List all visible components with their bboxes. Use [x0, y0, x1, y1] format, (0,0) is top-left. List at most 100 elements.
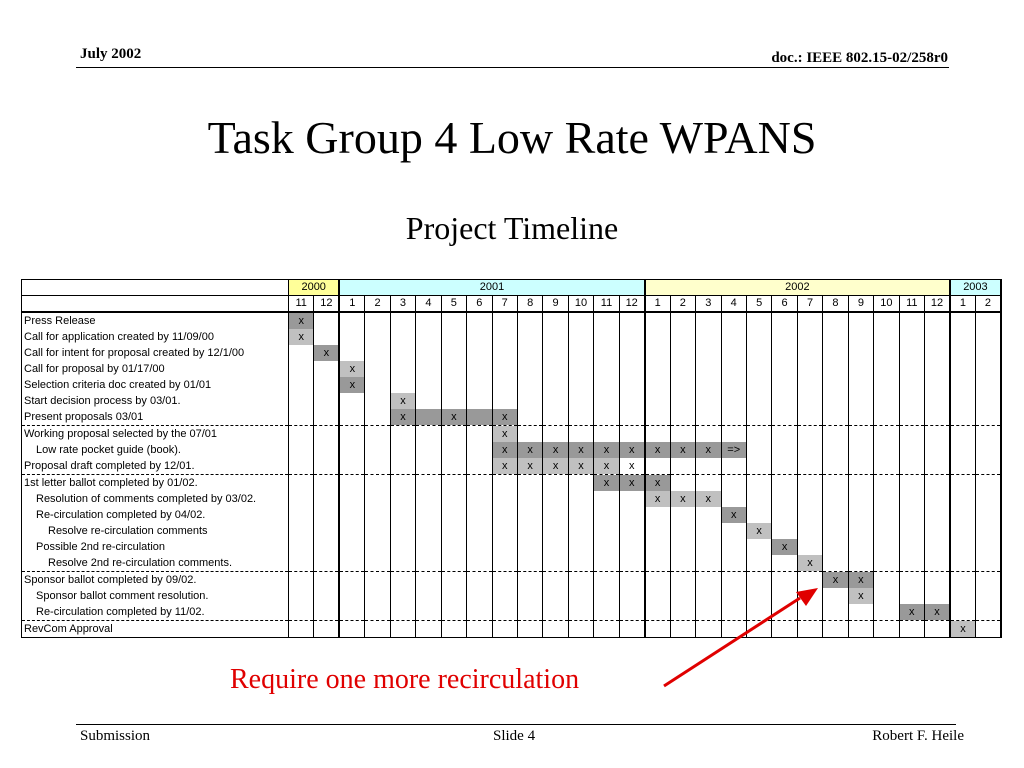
timeline-cell	[974, 442, 1002, 458]
timeline-cell	[313, 588, 341, 604]
timeline-cell	[923, 312, 952, 329]
task-label: Low rate pocket guide (book).	[36, 443, 181, 456]
footer-author: Robert F. Heile	[872, 728, 964, 744]
timeline-cell	[923, 458, 952, 475]
timeline-mark: x	[644, 474, 671, 491]
timeline-cell	[618, 312, 646, 329]
task-row: Sponsor ballot comment resolution. x	[21, 588, 1002, 604]
header-doc-id: doc.: IEEE 802.15-02/258r0	[771, 50, 948, 66]
task-label-cell: Sponsor ballot completed by 09/02.	[21, 571, 289, 588]
task-row: Proposal draft completed by 12/01. x x x x x x	[21, 458, 1002, 475]
timeline-mark: x	[516, 458, 544, 475]
timeline-cell	[313, 442, 341, 458]
timeline-cell	[618, 523, 646, 539]
task-label: Resolve re-circulation comments	[48, 524, 208, 537]
timeline-cell	[974, 507, 1002, 523]
task-label-cell: 1st letter ballot completed by 01/02.	[21, 474, 289, 491]
footer-submission: Submission	[80, 728, 151, 744]
task-label: Working proposal selected by the 07/01	[24, 427, 218, 440]
timeline-mark: x	[949, 620, 976, 638]
task-row: Call for intent for proposal created by …	[21, 345, 1002, 361]
month-header-cell: 10	[873, 295, 900, 313]
timeline-cell	[313, 329, 341, 345]
timeline-cell	[974, 588, 1002, 604]
timeline-mark: x	[287, 312, 315, 329]
timeline-cell	[313, 604, 341, 621]
timeline-cell	[923, 507, 952, 523]
timeline-mark: x	[491, 409, 518, 426]
timeline-mark: x	[796, 555, 824, 572]
timeline-cell	[974, 361, 1002, 377]
timeline-cell	[974, 329, 1002, 345]
timeline-cell	[313, 312, 341, 329]
task-label: Proposal draft completed by 12/01.	[24, 459, 195, 472]
task-label: Present proposals 03/01	[24, 410, 144, 423]
timeline-cell	[923, 474, 952, 491]
year-header-2001: 2001	[338, 279, 646, 296]
year-header-row: 2000 2001 2002 2003	[21, 279, 1002, 296]
task-label-cell: Resolution of comments completed by 03/0…	[21, 491, 289, 507]
task-label-cell: Re-circulation completed by 11/02.	[21, 604, 289, 621]
timeline-mark: x	[567, 442, 595, 458]
timeline-mark: x	[822, 571, 849, 588]
task-label: Sponsor ballot completed by 09/02.	[24, 573, 197, 586]
timeline-cell	[618, 604, 646, 621]
timeline-cell	[618, 345, 646, 361]
task-label: Call for intent for proposal created by …	[24, 346, 245, 359]
timeline-cell	[313, 474, 341, 491]
timeline-cell	[618, 539, 646, 555]
task-label-cell: Working proposal selected by the 07/01	[21, 425, 289, 442]
task-row: Start decision process by 03/01. x	[21, 393, 1002, 409]
timeline-cell	[923, 361, 952, 377]
timeline-cell	[923, 393, 952, 409]
timeline-cell	[974, 377, 1002, 393]
timeline-cell	[618, 491, 646, 507]
timeline-mark: x	[542, 442, 569, 458]
task-label-cell: Low rate pocket guide (book).	[21, 442, 289, 458]
task-label: 1st letter ballot completed by 01/02.	[24, 476, 198, 489]
task-label: Selection criteria doc created by 01/01	[24, 378, 212, 391]
timeline-mark: x	[542, 458, 569, 475]
task-row: Possible 2nd re-circulation x	[21, 539, 1002, 555]
timeline-cell	[923, 377, 952, 393]
timeline-cell	[923, 555, 952, 572]
timeline-mark: x	[847, 571, 875, 588]
task-label: Press Release	[24, 314, 96, 327]
task-row: Present proposals 03/01 x x x	[21, 409, 1002, 426]
task-row: Re-circulation completed by 11/02. x x	[21, 604, 1002, 621]
timeline-cell	[923, 409, 952, 426]
timeline-cell	[313, 458, 341, 475]
timeline-cell	[923, 571, 952, 588]
timeline-cell	[974, 345, 1002, 361]
task-label: Sponsor ballot comment resolution.	[36, 589, 209, 602]
timeline-cell	[923, 523, 952, 539]
task-row: Call for proposal by 01/17/00 x	[21, 361, 1002, 377]
timeline-mark: x	[644, 442, 671, 458]
timeline-cell	[974, 539, 1002, 555]
timeline-cell	[313, 377, 341, 393]
timeline-mark: x	[338, 361, 366, 377]
timeline-mark: x	[338, 377, 366, 393]
timeline-bar-cell	[415, 409, 442, 426]
year-header-2003: 2003	[949, 279, 1002, 296]
timeline-cell	[974, 555, 1002, 572]
task-row: 1st letter ballot completed by 01/02. x x x	[21, 474, 1002, 491]
timeline-cell	[313, 539, 341, 555]
timeline-cell	[313, 507, 341, 523]
task-label: Call for application created by 11/09/00	[24, 330, 214, 343]
timeline-mark: x	[389, 393, 417, 409]
timeline-cell	[618, 361, 646, 377]
task-label-cell: Present proposals 03/01	[21, 409, 289, 426]
callout-text: Require one more recirculation	[230, 664, 580, 695]
task-row: Re-circulation completed by 04/02. x	[21, 507, 1002, 523]
timeline-mark: x	[669, 442, 697, 458]
timeline-cell	[618, 571, 646, 588]
timeline-cell	[313, 620, 341, 638]
timeline-mark: x	[593, 458, 620, 475]
month-header-row: 11 12 1 2 3 4 5 6 7 8 9 10 11 12 1 2 3 4 5 6 7 8 9 10 11 12 1 2	[21, 295, 1002, 313]
year-header-2000: 2000	[288, 279, 341, 296]
footer-slide-number: Slide 4	[493, 728, 536, 744]
task-row: Resolve re-circulation comments x	[21, 523, 1002, 539]
timeline-mark: x	[669, 491, 697, 507]
